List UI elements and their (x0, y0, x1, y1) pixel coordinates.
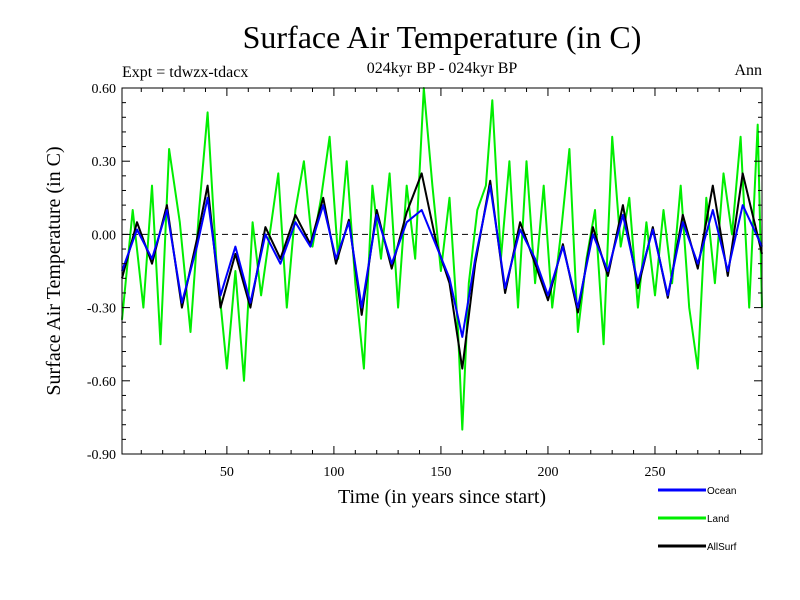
x-tick-label: 50 (220, 465, 234, 480)
axis-ticks: -0.90 -0.60 -0.30 0.00 0.30 0.60 50 100 150 200 25… (87, 82, 762, 480)
x-tick-label: 150 (430, 465, 451, 480)
y-tick-label: 0.30 (92, 155, 117, 170)
y-axis-label: Surface Air Temperature (in C) (43, 146, 65, 395)
x-tick-label: 200 (537, 465, 558, 480)
expt-label: Expt = tdwzx-tdacx (122, 64, 248, 81)
chart-subtitle: 024kyr BP - 024kyr BP (367, 60, 518, 77)
season-label: Ann (734, 62, 762, 79)
plot-frame (121, 87, 763, 455)
y-tick-label: 0.00 (92, 228, 117, 243)
legend-label-land: Land (707, 514, 729, 525)
y-tick-label: -0.60 (87, 375, 116, 390)
y-tick-label: -0.30 (87, 302, 116, 317)
x-tick-label: 100 (323, 465, 344, 480)
legend-label-allsurf: AllSurf (707, 542, 737, 553)
x-tick-label: 250 (644, 465, 665, 480)
series-line-ocean (121, 184, 763, 338)
x-axis-label: Time (in years since start) (338, 486, 546, 508)
y-tick-label: 0.60 (92, 82, 117, 97)
plot-layer (121, 87, 763, 431)
legend: Ocean Land AllSurf (658, 486, 737, 553)
chart-title: Surface Air Temperature (in C) (243, 19, 642, 55)
legend-label-ocean: Ocean (707, 486, 736, 497)
y-tick-label: -0.90 (87, 448, 116, 463)
